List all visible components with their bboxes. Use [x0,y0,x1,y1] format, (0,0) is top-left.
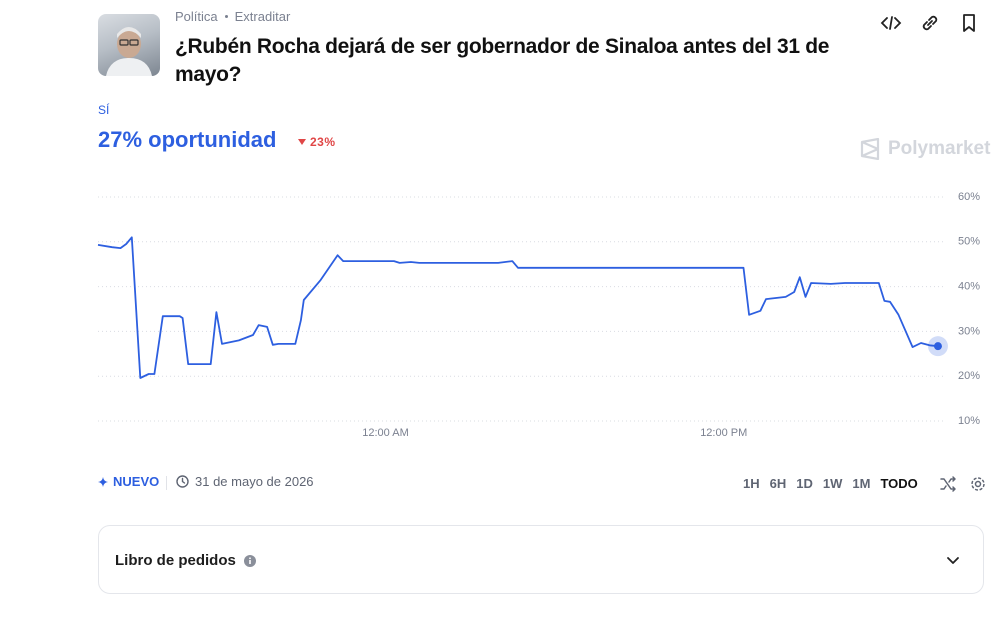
link-icon[interactable] [919,12,941,34]
date-text: 31 de mayo de 2026 [195,474,314,489]
swap-icon[interactable] [939,475,957,493]
clock-icon [176,475,189,488]
divider [166,476,167,490]
x-tick-label: 12:00 PM [700,427,747,439]
y-tick-label: 30% [958,325,980,337]
y-tick-label: 10% [958,415,980,427]
separator [224,15,228,18]
outcome-chance: 27% oportunidad [98,127,277,152]
range-button[interactable]: TODO [875,474,922,493]
bookmark-icon[interactable] [958,12,980,34]
y-tick-label: 40% [958,281,980,293]
outcome-change: 23% [298,135,336,149]
range-button[interactable]: 1H [738,474,765,493]
range-buttons: 1H 6H 1D 1W 1M TODO [738,474,923,493]
end-date: 31 de mayo de 2026 [176,474,314,489]
chevron-down[interactable] [945,553,961,569]
down-arrow [298,139,306,145]
tag[interactable]: Extraditar [234,9,291,24]
last-point [933,342,942,351]
brand-name: Polymarket [888,138,991,159]
outcome-label: SÍ [98,103,110,117]
range-button[interactable]: 1M [847,474,875,493]
range-button[interactable]: 1W [818,474,848,493]
category[interactable]: Política [175,9,218,24]
brand-mark [860,138,880,160]
badge-text: NUEVO [113,474,160,489]
sparkle [98,476,108,487]
breadcrumbs: Política Extraditar [175,9,290,24]
y-tick-label: 60% [958,191,980,203]
y-tick-label: 50% [958,236,980,248]
market-title: ¿Rubén Rocha dejará de ser gobernador de… [175,35,830,86]
settings-icon[interactable] [969,475,987,493]
range-button[interactable]: 1D [791,474,818,493]
market-image [98,14,160,76]
change-value: 23% [310,135,336,149]
range-button[interactable]: 6H [765,474,792,493]
x-tick-label: 12:00 AM [362,427,408,439]
portrait [106,27,152,76]
embed-icon[interactable] [880,12,902,34]
brand-logo: Polymarket [860,138,990,160]
orderbook-title: Libro de pedidos [115,552,236,569]
orderbook-header: Libro de pedidos [115,552,256,569]
price-line [97,236,939,379]
orderbook-panel[interactable]: Libro de pedidos [98,525,984,594]
info-icon[interactable] [243,554,256,567]
price-chart: 10% 20% 30% 40% 50% 60% 12:00 AM 12:00 PM [97,191,980,439]
new-badge: NUEVO [98,474,159,489]
y-tick-label: 20% [958,370,980,382]
